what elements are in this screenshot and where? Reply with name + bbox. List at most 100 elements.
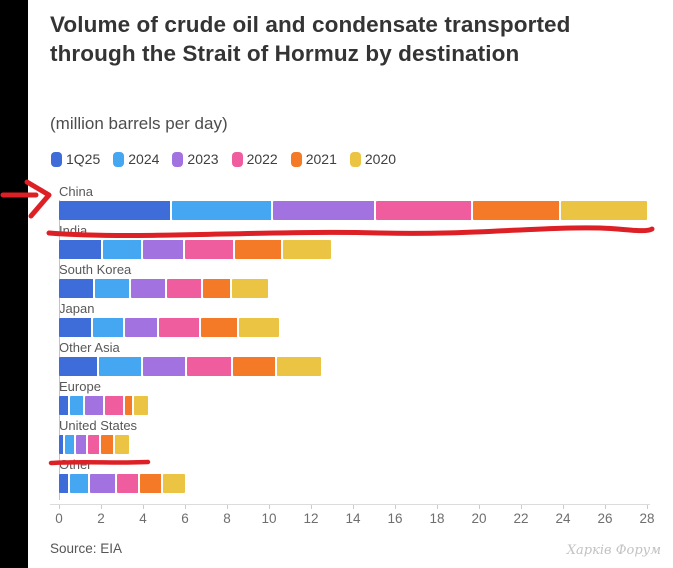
stacked-bar bbox=[59, 474, 659, 493]
x-axis-tick bbox=[59, 505, 60, 509]
legend-label: 2021 bbox=[305, 151, 337, 167]
x-axis-tick-label: 0 bbox=[55, 511, 63, 526]
x-axis-tick-label: 14 bbox=[345, 511, 361, 526]
legend-label: 2023 bbox=[187, 151, 219, 167]
bar-segment-2022 bbox=[88, 435, 101, 454]
bar-segment-2021 bbox=[101, 435, 115, 454]
x-axis-tick-label: 8 bbox=[223, 511, 231, 526]
bar-segment-1q25 bbox=[59, 240, 103, 259]
bar-segment-2024 bbox=[70, 474, 90, 493]
x-axis-tick bbox=[563, 505, 564, 509]
bar-segment-2022 bbox=[187, 357, 233, 376]
bar-row-europe: Europe bbox=[59, 379, 659, 418]
legend-label: 2020 bbox=[364, 151, 397, 167]
bar-row-other-asia: Other Asia bbox=[59, 340, 659, 379]
bar-segment-2023 bbox=[125, 318, 159, 337]
bar-segment-2024 bbox=[172, 201, 273, 220]
category-label: India bbox=[59, 223, 88, 238]
bar-segment-2021 bbox=[233, 357, 277, 376]
x-axis: 0 2 4 6 8 10 12 14 16 18 20 22 24 26 28 bbox=[0, 504, 673, 534]
x-axis-tick-label: 24 bbox=[555, 511, 571, 526]
legend: 1Q25 2024 2023 2022 2021 2020 bbox=[51, 151, 396, 167]
legend-label: 2022 bbox=[246, 151, 278, 167]
x-axis-tick bbox=[647, 505, 648, 509]
bar-segment-1q25 bbox=[59, 435, 65, 454]
stacked-bar bbox=[59, 279, 659, 298]
category-label: South Korea bbox=[59, 262, 132, 277]
left-black-bar bbox=[0, 0, 28, 568]
legend-item-2022: 2022 bbox=[231, 151, 278, 167]
legend-label: 2024 bbox=[128, 151, 160, 167]
bar-segment-2022 bbox=[167, 279, 203, 298]
x-axis-tick-label: 22 bbox=[513, 511, 529, 526]
x-axis-tick-label: 20 bbox=[471, 511, 487, 526]
x-axis-tick-label: 16 bbox=[387, 511, 403, 526]
category-label: Europe bbox=[59, 379, 101, 394]
bar-segment-2021 bbox=[235, 240, 283, 259]
bar-segment-2020 bbox=[561, 201, 647, 220]
x-axis-tick bbox=[143, 505, 144, 509]
category-label: Other bbox=[59, 457, 92, 472]
bar-segment-2022 bbox=[185, 240, 235, 259]
stacked-bar bbox=[59, 357, 659, 376]
category-label: United States bbox=[59, 418, 138, 433]
stacked-bar bbox=[59, 318, 659, 337]
legend-swatch-icon bbox=[51, 151, 62, 167]
bar-segment-1q25 bbox=[59, 396, 70, 415]
category-label: Japan bbox=[59, 301, 95, 316]
bar-row-other: Other bbox=[59, 457, 659, 496]
category-label: China bbox=[59, 184, 93, 199]
chart-title: Volume of crude oil and condensate trans… bbox=[50, 12, 571, 66]
bar-segment-2024 bbox=[65, 435, 76, 454]
legend-item-1q25: 1Q25 bbox=[51, 151, 100, 167]
x-axis-tick-label: 28 bbox=[639, 511, 655, 526]
bar-segment-2021 bbox=[125, 396, 134, 415]
x-axis-tick-label: 12 bbox=[303, 511, 319, 526]
x-axis-tick bbox=[521, 505, 522, 509]
bar-segment-2022 bbox=[159, 318, 201, 337]
bar-segment-1q25 bbox=[59, 279, 95, 298]
bar-segment-2021 bbox=[473, 201, 561, 220]
legend-swatch-icon bbox=[349, 151, 361, 167]
x-axis-tick bbox=[185, 505, 186, 509]
bar-row-india: India bbox=[59, 223, 659, 262]
x-axis-tick-label: 10 bbox=[261, 511, 277, 526]
bar-segment-2020 bbox=[232, 279, 268, 298]
bar-segment-2024 bbox=[103, 240, 143, 259]
chart-subtitle: (million barrels per day) bbox=[50, 114, 228, 133]
bar-segment-2020 bbox=[115, 435, 129, 454]
legend-item-2024: 2024 bbox=[113, 151, 159, 167]
bar-segment-2024 bbox=[93, 318, 125, 337]
bar-segment-2024 bbox=[95, 279, 131, 298]
bar-segment-2023 bbox=[131, 279, 167, 298]
legend-item-2023: 2023 bbox=[172, 151, 219, 167]
legend-swatch-icon bbox=[113, 151, 125, 167]
bar-segment-2023 bbox=[90, 474, 117, 493]
bar-segment-2020 bbox=[283, 240, 331, 259]
chart-plot-area: China India South Korea Japan Other Asia Euro… bbox=[59, 184, 659, 496]
stacked-bar bbox=[59, 201, 659, 220]
x-axis-tick bbox=[437, 505, 438, 509]
bar-segment-2021 bbox=[203, 279, 232, 298]
x-axis-line bbox=[50, 504, 650, 505]
bar-row-china: China bbox=[59, 184, 659, 223]
legend-label: 1Q25 bbox=[66, 151, 101, 167]
legend-swatch-icon bbox=[172, 151, 184, 167]
x-axis-tick-label: 2 bbox=[97, 511, 105, 526]
bar-segment-2023 bbox=[85, 396, 105, 415]
stacked-bar bbox=[59, 435, 659, 454]
bar-row-south-korea: South Korea bbox=[59, 262, 659, 301]
x-axis-tick bbox=[227, 505, 228, 509]
bar-segment-2024 bbox=[99, 357, 143, 376]
bar-segment-2023 bbox=[143, 357, 187, 376]
bar-segment-2024 bbox=[70, 396, 85, 415]
x-axis-tick bbox=[395, 505, 396, 509]
x-axis-tick bbox=[311, 505, 312, 509]
x-axis-tick bbox=[101, 505, 102, 509]
x-axis-tick bbox=[353, 505, 354, 509]
source-note: Source: EIA bbox=[50, 541, 123, 556]
bar-segment-2022 bbox=[117, 474, 140, 493]
legend-item-2021: 2021 bbox=[290, 151, 337, 167]
bar-segment-2022 bbox=[376, 201, 473, 220]
watermark: Харків Форум bbox=[566, 543, 661, 558]
